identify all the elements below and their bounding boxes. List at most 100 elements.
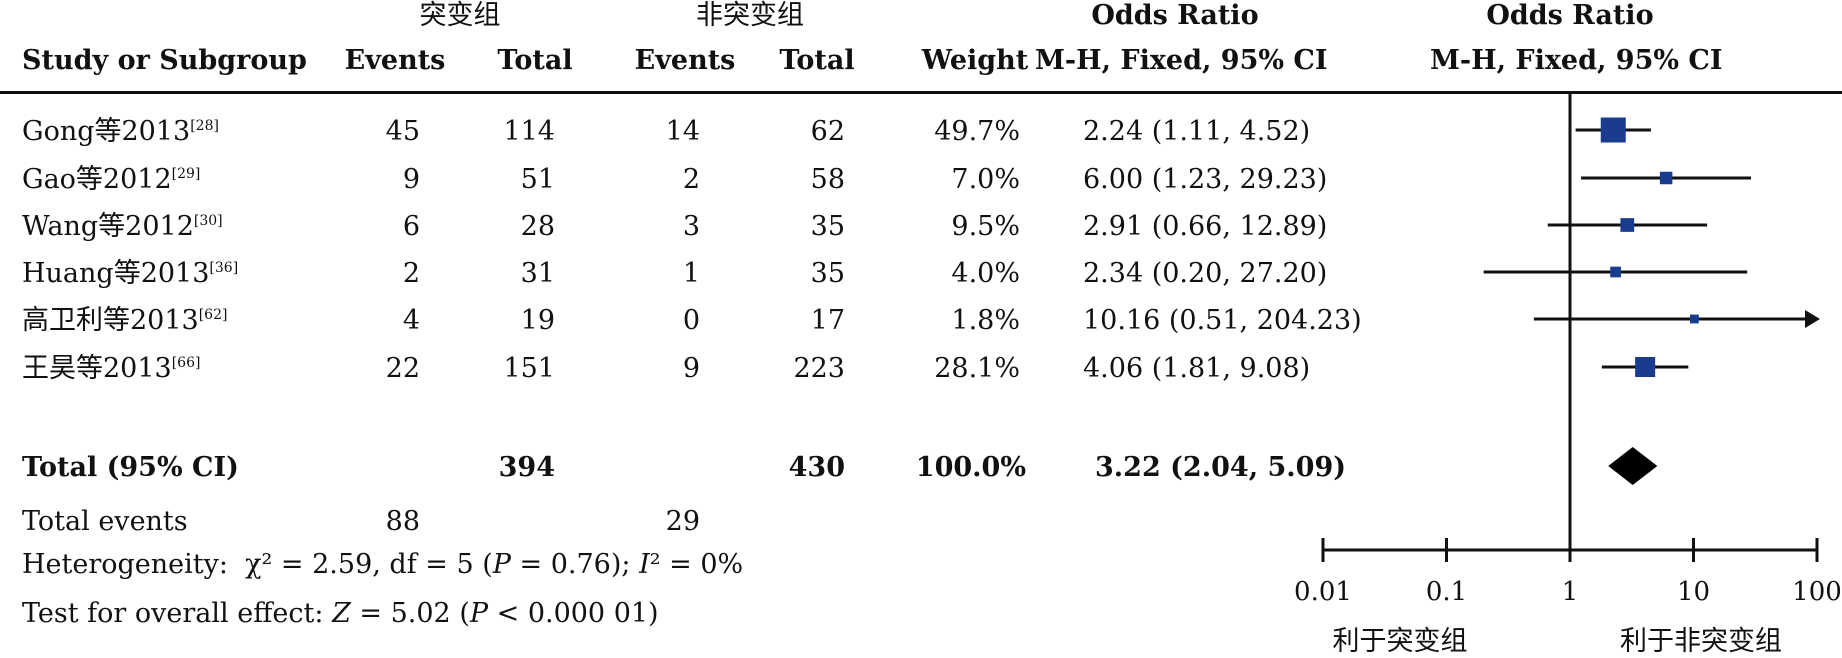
study-or: 6.00 (1.23, 29.23) xyxy=(1083,164,1328,195)
study-label: Huang等2013 xyxy=(22,258,210,289)
study-total-1: 19 xyxy=(520,305,555,336)
study-name: Gao等2012[29] xyxy=(22,166,200,193)
study-reference: [29] xyxy=(171,166,201,182)
study-square xyxy=(1600,117,1626,143)
group1-heading: 突变组 xyxy=(419,0,501,31)
plot-title: Odds Ratio xyxy=(1486,0,1654,31)
total-label: Total (95% CI) xyxy=(22,452,239,483)
study-events-2: 2 xyxy=(682,164,700,195)
col-total-1: Total xyxy=(497,45,573,76)
study-name: 高卫利等2013[62] xyxy=(22,307,227,334)
study-name: Huang等2013[36] xyxy=(22,260,238,287)
total-weight: 100.0% xyxy=(915,452,1026,483)
study-name: Wang等2012[30] xyxy=(22,213,223,240)
study-name: Gong等2013[28] xyxy=(22,118,219,145)
study-total-2: 35 xyxy=(810,258,845,289)
overall-z-val: = 5.02 ( xyxy=(350,598,470,629)
study-weight: 28.1% xyxy=(934,353,1020,384)
overall-effect: Test for overall effect: Z = 5.02 (P < 0… xyxy=(22,600,659,627)
study-label: Wang等2012 xyxy=(22,211,194,242)
study-reference: [66] xyxy=(171,355,201,371)
col-total-2: Total xyxy=(779,45,855,76)
study-or: 10.16 (0.51, 204.23) xyxy=(1083,305,1362,336)
study-total-2: 58 xyxy=(810,164,845,195)
total-events-e2: 29 xyxy=(665,506,700,537)
total-events-e1: 88 xyxy=(385,506,420,537)
total-or: 3.22 (2.04, 5.09) xyxy=(1095,452,1347,483)
study-reference: [36] xyxy=(209,260,239,276)
study-label: 王昊等2013 xyxy=(22,353,172,384)
overall-z: Z xyxy=(332,598,351,629)
study-or: 2.91 (0.66, 12.89) xyxy=(1083,211,1328,242)
study-total-2: 223 xyxy=(793,353,845,384)
study-square xyxy=(1659,171,1673,185)
overall-p: P xyxy=(469,598,489,629)
study-events-2: 0 xyxy=(682,305,700,336)
pooled-diamond xyxy=(1608,447,1658,485)
total-t2: 430 xyxy=(788,452,845,483)
x-tick-label: 100 xyxy=(1792,577,1842,607)
study-square xyxy=(1620,218,1635,232)
x-tick-label: 0.01 xyxy=(1294,577,1352,607)
col-events-2: Events xyxy=(634,45,736,76)
study-square xyxy=(1610,266,1621,278)
favours-right: 利于非突变组 xyxy=(1620,626,1782,657)
heterogeneity: Heterogeneity: χ² = 2.59, df = 5 (P = 0.… xyxy=(22,551,743,578)
study-weight: 1.8% xyxy=(951,305,1020,336)
study-total-2: 35 xyxy=(810,211,845,242)
col-events-1: Events xyxy=(344,45,446,76)
header-rule xyxy=(0,91,1842,94)
study-total-1: 31 xyxy=(520,258,555,289)
study-events-2: 14 xyxy=(665,116,700,147)
study-events-1: 9 xyxy=(402,164,420,195)
ci-arrow xyxy=(1805,310,1820,328)
study-square xyxy=(1635,356,1656,378)
group2-heading: 非突变组 xyxy=(696,0,804,31)
study-label: Gong等2013 xyxy=(22,116,191,147)
x-tick-label: 10 xyxy=(1677,577,1710,607)
study-events-2: 9 xyxy=(682,353,700,384)
study-or: 2.24 (1.11, 4.52) xyxy=(1083,116,1311,147)
study-total-2: 17 xyxy=(810,305,845,336)
study-events-1: 45 xyxy=(385,116,420,147)
study-weight: 49.7% xyxy=(934,116,1020,147)
study-weight: 4.0% xyxy=(951,258,1020,289)
study-square xyxy=(1689,314,1699,324)
x-tick-label: 0.1 xyxy=(1426,577,1467,607)
heterogeneity-p-val: = 0.76); xyxy=(510,549,640,580)
study-total-1: 51 xyxy=(520,164,555,195)
total-t1: 394 xyxy=(498,452,555,483)
study-total-1: 114 xyxy=(503,116,555,147)
study-or: 4.06 (1.81, 9.08) xyxy=(1083,353,1311,384)
study-or: 2.34 (0.20, 27.20) xyxy=(1083,258,1328,289)
heterogeneity-i: I xyxy=(639,549,650,580)
study-weight: 9.5% xyxy=(951,211,1020,242)
total-events-label: Total events xyxy=(22,506,188,537)
study-reference: [28] xyxy=(190,118,219,134)
study-name: 王昊等2013[66] xyxy=(22,355,200,382)
plot-method: M-H, Fixed, 95% CI xyxy=(1430,45,1723,76)
heterogeneity-p: P xyxy=(492,549,511,580)
study-events-1: 6 xyxy=(402,211,420,242)
col-weight: Weight xyxy=(921,45,1029,76)
study-events-2: 3 xyxy=(682,211,700,242)
favours-left: 利于突变组 xyxy=(1332,626,1468,657)
or-column-title: Odds Ratio xyxy=(1091,0,1259,31)
study-label: Gao等2012 xyxy=(22,164,172,195)
overall-label: Test for overall effect: xyxy=(22,598,333,629)
study-events-1: 22 xyxy=(385,353,420,384)
study-total-1: 151 xyxy=(503,353,555,384)
study-reference: [30] xyxy=(193,213,223,229)
study-events-1: 4 xyxy=(402,305,420,336)
study-reference: [62] xyxy=(198,307,228,323)
study-events-2: 1 xyxy=(682,258,700,289)
study-events-1: 2 xyxy=(402,258,420,289)
x-tick-label: 1 xyxy=(1562,577,1579,607)
overall-p-val: < 0.000 01) xyxy=(488,598,659,629)
study-total-1: 28 xyxy=(520,211,555,242)
heterogeneity-label: Heterogeneity: xyxy=(22,549,228,580)
or-column-method: M-H, Fixed, 95% CI xyxy=(1035,45,1328,76)
heterogeneity-chi: χ² = 2.59, df = 5 ( xyxy=(245,549,493,580)
study-weight: 7.0% xyxy=(951,164,1020,195)
